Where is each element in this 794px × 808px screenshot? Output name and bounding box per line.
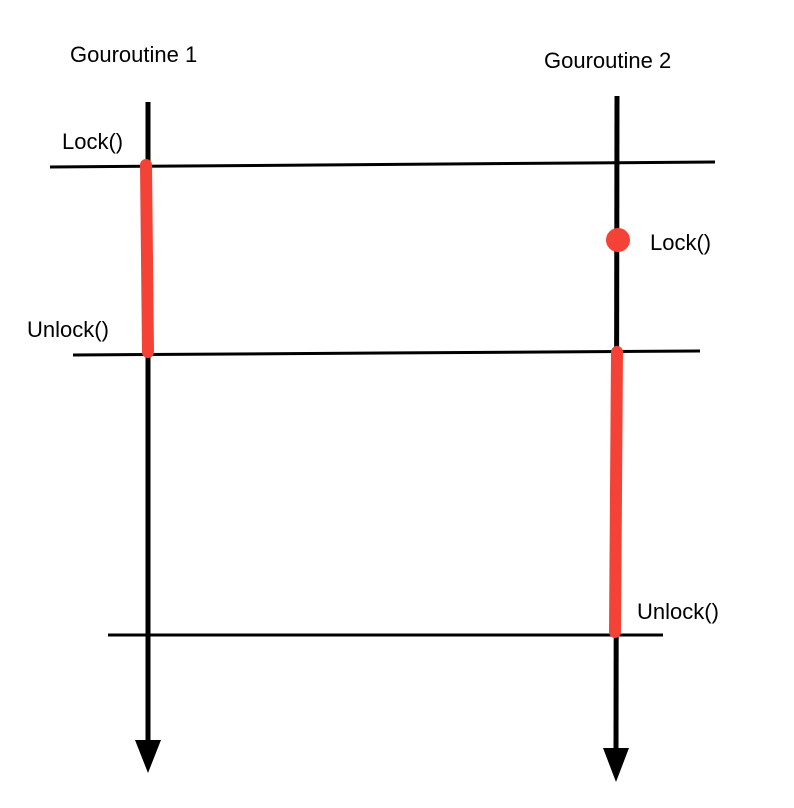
unlock-event-line-1 (72, 349, 701, 357)
goroutine-1-unlock-label: Unlock() (27, 317, 109, 342)
goroutine-2-title: Gouroutine 2 (544, 48, 672, 73)
goroutine-1-title: Gouroutine 1 (70, 42, 198, 67)
goroutine-1-lock-label: Lock() (62, 129, 124, 154)
goroutine-1-arrowhead (135, 740, 161, 773)
lock-event-line (49, 160, 716, 169)
goroutine-2-unlock-label: Unlock() (637, 599, 719, 624)
goroutine-2-lock-held-bar (609, 346, 623, 638)
goroutine-2-lock-attempt-dot (606, 228, 630, 252)
goroutine-1-lock-held-bar (140, 159, 154, 358)
goroutine-2-arrowhead (603, 748, 629, 782)
goroutine-2-lock-label: Lock() (650, 230, 712, 255)
